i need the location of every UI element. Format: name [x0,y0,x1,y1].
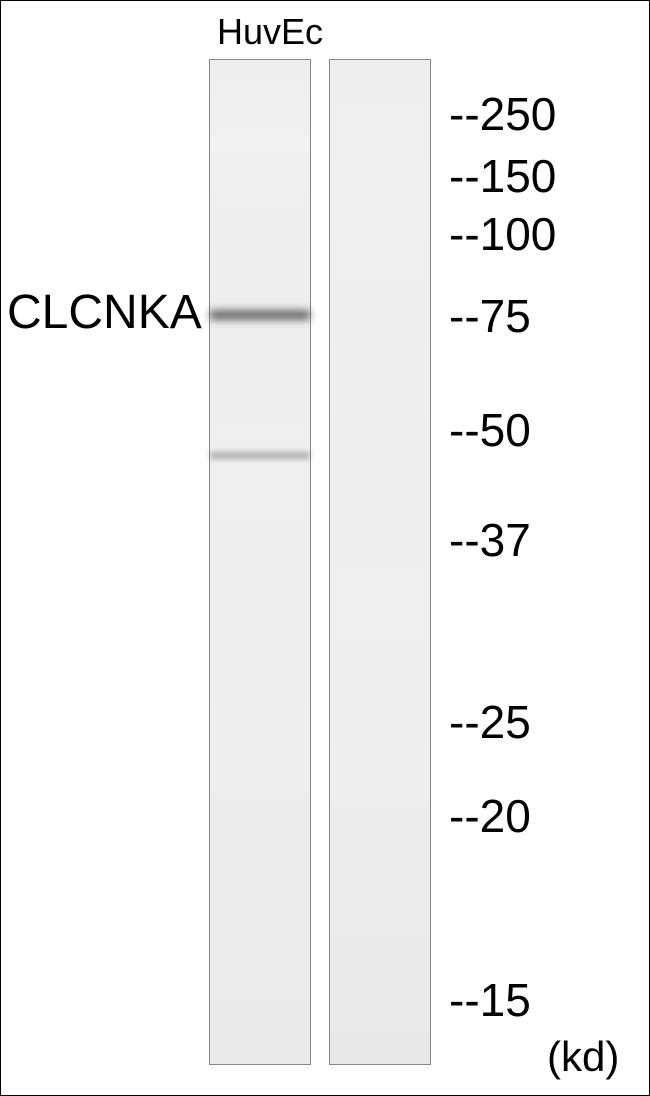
mw-marker-label: --15 [449,973,531,1027]
mw-marker-label: --25 [449,695,531,749]
mw-marker-label: --100 [449,207,556,261]
blot-container: HuvEc CLCNKA --250 --150--100 --75 --50 --37… [0,0,650,1096]
mw-marker-label: --20 [449,789,531,843]
protein-name-label: CLCNKA [7,285,202,340]
lane-header-label: HuvEc [217,11,323,53]
mw-marker-label: --50 [449,403,531,457]
lane1-band [210,452,310,459]
lane1-band [210,310,310,320]
mw-marker-label: --250 [449,87,556,141]
unit-label: (kd) [547,1033,619,1081]
mw-marker-label: --150 [449,149,556,203]
blot-lane-2 [329,59,431,1065]
mw-marker-label: --75 [449,289,531,343]
blot-lane-1 [209,59,311,1065]
mw-marker-label: --37 [449,513,531,567]
